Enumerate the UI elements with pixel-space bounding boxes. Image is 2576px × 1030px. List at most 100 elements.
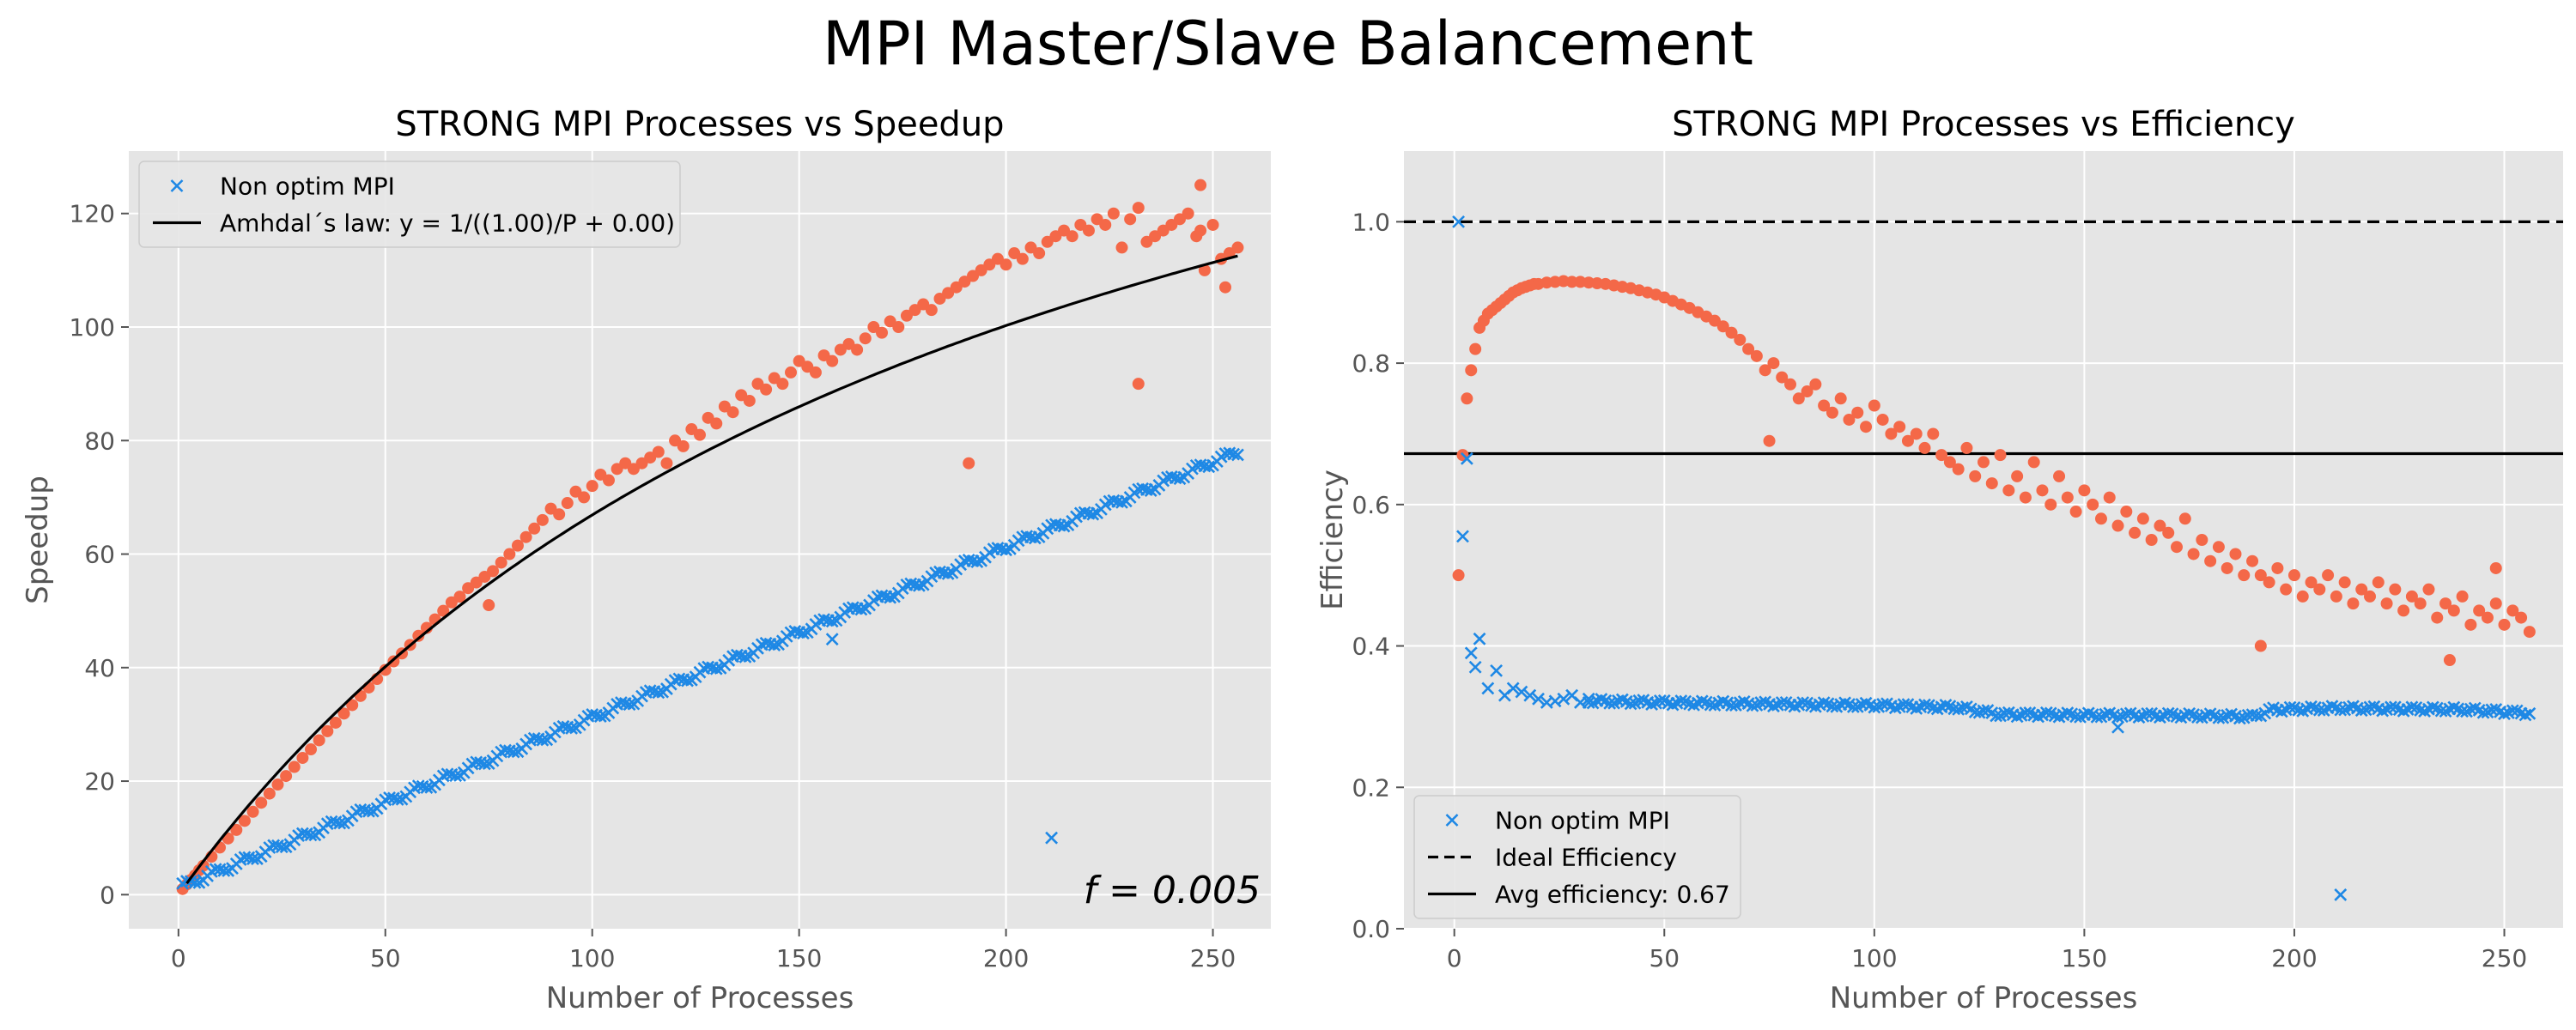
legend-entry-label: Amhdal´s law: y = 1/((1.00)/P + 0.00) — [220, 209, 675, 238]
data-point — [2221, 561, 2233, 574]
data-point — [1834, 392, 1847, 405]
data-point — [230, 823, 243, 836]
data-point — [487, 565, 500, 578]
x-tick-label: 150 — [2062, 944, 2107, 972]
data-point — [2011, 470, 2024, 482]
data-point — [2229, 548, 2242, 560]
data-point — [2397, 604, 2410, 617]
data-point — [483, 599, 495, 612]
speedup-chart: 0 50 100 150 200 250 0 20 40 60 80 100 120 STRONG MP… — [21, 105, 1271, 1015]
data-point-x — [2283, 700, 2297, 714]
data-point — [1826, 406, 1838, 419]
data-point — [1132, 202, 1145, 215]
data-point — [453, 591, 466, 603]
data-point — [503, 548, 516, 560]
data-point — [2171, 541, 2183, 554]
data-point — [2271, 561, 2284, 574]
data-point — [2061, 491, 2074, 504]
efficiency-chart-title: STRONG MPI Processes vs Efficiency — [1672, 105, 2295, 144]
data-point — [263, 787, 276, 800]
legend-box — [138, 161, 681, 248]
data-point-x — [623, 698, 636, 712]
data-point — [2515, 611, 2528, 624]
efficiency-y-axis-label: Efficiency — [1315, 470, 1350, 610]
data-point — [2187, 548, 2200, 560]
data-point — [2380, 597, 2393, 610]
data-point — [2364, 590, 2376, 603]
efficiency-grid — [1404, 151, 2563, 930]
data-point-x — [1523, 688, 1537, 702]
data-point — [2473, 604, 2486, 617]
data-point — [238, 815, 251, 827]
y-tick-label: 1.0 — [1352, 208, 1390, 236]
data-point — [1708, 314, 1721, 327]
data-point-x — [797, 627, 810, 640]
data-point — [925, 304, 938, 317]
data-point — [1985, 477, 1998, 490]
data-point — [1742, 342, 1755, 355]
data-point-x — [1473, 632, 1486, 645]
data-point — [2489, 561, 2502, 574]
data-point — [553, 508, 566, 521]
x-tick-label: 50 — [1649, 944, 1680, 972]
data-point-x — [333, 816, 347, 830]
data-point-x — [768, 639, 781, 651]
data-point — [2002, 484, 2015, 497]
data-point — [1893, 421, 1906, 433]
data-point-x — [420, 781, 434, 794]
data-point — [2489, 597, 2502, 610]
data-point-x — [1115, 495, 1128, 509]
data-point — [1868, 399, 1880, 412]
data-point-x — [478, 757, 491, 771]
data-point-x — [1918, 698, 1931, 712]
data-point-x — [565, 721, 579, 735]
data-point — [2204, 554, 2217, 567]
data-point-x — [1231, 448, 1244, 462]
data-point-x — [1468, 660, 1482, 674]
data-point — [1943, 456, 1956, 469]
data-point — [2094, 512, 2107, 525]
data-point-x — [1227, 447, 1241, 461]
x-tick-label: 200 — [2271, 944, 2317, 972]
y-tick-label: 0.6 — [1352, 491, 1390, 519]
data-point-x — [1490, 663, 1504, 677]
data-point-x — [170, 179, 184, 192]
data-point — [876, 326, 889, 339]
data-point — [2145, 534, 2158, 546]
data-point-x — [2305, 700, 2318, 713]
data-point — [2322, 569, 2335, 582]
data-point — [694, 428, 706, 441]
data-point — [2330, 590, 2342, 603]
data-point — [321, 724, 334, 737]
data-point — [760, 383, 773, 396]
legend-entry-label: Non optim MPI — [1495, 807, 1670, 835]
efficiency-marks — [1404, 215, 2563, 901]
data-point-x — [884, 591, 897, 604]
data-point-x — [1817, 696, 1831, 710]
data-point — [1461, 392, 1473, 405]
data-point — [437, 604, 450, 617]
data-point-x — [970, 555, 984, 569]
data-point — [2178, 512, 2191, 525]
data-point — [255, 797, 268, 809]
data-point — [2254, 639, 2267, 652]
data-point-x — [1716, 694, 1730, 708]
data-point-x — [681, 674, 694, 688]
data-point — [743, 394, 756, 407]
data-point — [1927, 427, 1940, 440]
data-point-x — [2090, 710, 2104, 724]
data-point — [1469, 342, 1482, 355]
data-point — [1918, 441, 1931, 454]
data-point — [809, 366, 822, 379]
data-point — [859, 332, 872, 345]
data-point-x — [912, 579, 926, 592]
data-point — [2439, 597, 2452, 610]
data-point — [1792, 392, 1805, 405]
data-point — [2422, 583, 2435, 596]
data-point-x — [854, 603, 868, 616]
data-point — [1115, 241, 1128, 254]
data-point — [2313, 583, 2326, 596]
data-point-x — [2183, 706, 2196, 720]
data-point-x — [1666, 698, 1680, 712]
data-point-x — [2397, 704, 2410, 718]
